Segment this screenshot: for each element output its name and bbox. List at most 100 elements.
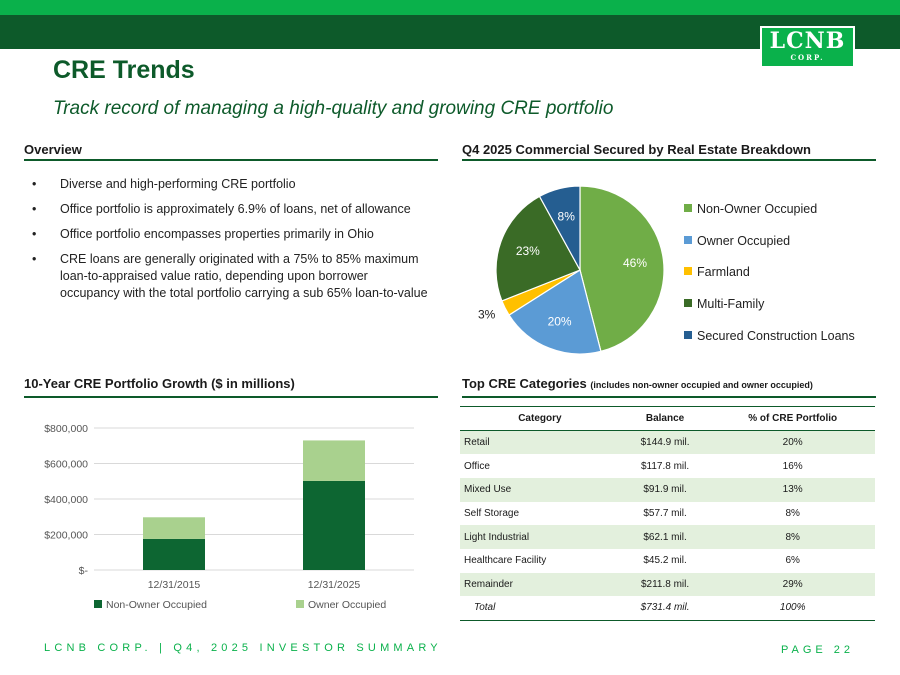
overview-bullet-list: • Diverse and high-performing CRE portfol… bbox=[30, 176, 430, 310]
legend-swatch bbox=[684, 267, 692, 275]
legend-label: Multi-Family bbox=[697, 297, 765, 311]
cell-balance: $91.9 mil. bbox=[619, 477, 711, 502]
overview-heading: Overview bbox=[24, 142, 82, 157]
cell-percent: 20% bbox=[710, 430, 875, 455]
cell-balance: $117.8 mil. bbox=[640, 460, 690, 472]
bullet-icon: • bbox=[32, 227, 37, 241]
page-subtitle: Track record of managing a high-quality … bbox=[53, 98, 614, 119]
pie-data-label: 20% bbox=[548, 315, 572, 329]
pie-legend-item: Owner Occupied bbox=[684, 234, 790, 248]
cell-balance: $62.1 mil. bbox=[619, 525, 711, 549]
table-total-row: Total $731.4 mil. 100% bbox=[460, 596, 875, 621]
legend-label: Secured Construction Loans bbox=[697, 329, 855, 343]
legend-label: Non-Owner Occupied bbox=[106, 599, 207, 611]
pie-data-label: 8% bbox=[558, 209, 576, 223]
cell-category: Self Storage bbox=[464, 507, 520, 519]
legend-swatch bbox=[684, 204, 692, 212]
footer-summary: LCNB CORP. | Q4, 2025 INVESTOR SUMMARY bbox=[44, 642, 442, 654]
cell-category: Office bbox=[464, 460, 490, 472]
pie-rule bbox=[462, 159, 876, 161]
table-row: Retail $144.9 mil. 20% bbox=[460, 430, 875, 455]
table-row: Office $117.8 mil. 16% bbox=[460, 454, 875, 478]
bar-heading: 10-Year CRE Portfolio Growth ($ in milli… bbox=[24, 376, 295, 391]
legend-swatch bbox=[684, 299, 692, 307]
legend-swatch bbox=[684, 236, 692, 244]
bullet-item: • Office portfolio encompasses properties… bbox=[30, 226, 430, 243]
column-header-balance: Balance bbox=[619, 406, 711, 431]
legend-label: Owner Occupied bbox=[697, 234, 791, 248]
y-tick-label: $800,000 bbox=[44, 423, 88, 435]
cre-categories-table: Category Balance % of CRE Portfolio Reta… bbox=[460, 406, 875, 621]
bar-segment bbox=[303, 480, 365, 570]
table-row: Self Storage $57.7 mil. 8% bbox=[460, 502, 875, 526]
cell-percent: 8% bbox=[785, 507, 800, 519]
pie-data-label: 46% bbox=[623, 256, 647, 270]
cell-category: Mixed Use bbox=[460, 477, 620, 502]
cell-percent: 13% bbox=[710, 477, 875, 502]
table-row: Light Industrial $62.1 mil. 8% bbox=[460, 525, 875, 549]
bar-segment bbox=[143, 538, 205, 570]
table-row: Mixed Use $91.9 mil. 13% bbox=[460, 477, 875, 502]
bullet-text: Diverse and high-performing CRE portfoli… bbox=[60, 177, 296, 191]
cell-percent: 8% bbox=[710, 525, 875, 549]
bar-chart: $- $200,000 $400,000 $600,000 $800,000 12/31/… bbox=[44, 423, 414, 611]
bar-rule bbox=[24, 396, 438, 398]
bullet-item: • Office portfolio is approximately 6.9% … bbox=[30, 201, 430, 218]
table-row: Remainder $211.8 mil. 29% bbox=[460, 572, 875, 597]
legend-swatch bbox=[684, 331, 692, 339]
pie-data-label: 23% bbox=[516, 244, 540, 258]
header-band bbox=[0, 15, 900, 49]
pie-heading: Q4 2025 Commercial Secured by Real Estat… bbox=[462, 142, 811, 157]
y-tick-label: $600,000 bbox=[44, 459, 88, 471]
cell-percent: 6% bbox=[785, 555, 800, 567]
pie-slice bbox=[579, 185, 665, 353]
cell-category: Remainder bbox=[460, 572, 620, 597]
bullet-item: • Diverse and high-performing CRE portfol… bbox=[30, 176, 430, 193]
bar-segment bbox=[143, 517, 205, 539]
bullet-text: Office portfolio is approximately 6.9% o… bbox=[60, 202, 411, 216]
bullet-icon: • bbox=[32, 202, 37, 216]
pie-slice bbox=[538, 185, 581, 271]
pie-legend-item: Non-Owner Occupied bbox=[684, 202, 817, 216]
pie-data-label: 3% bbox=[478, 307, 496, 321]
pie-legend-item: Multi-Family bbox=[684, 297, 764, 311]
table-row: Healthcare Facility $45.2 mil. 6% bbox=[460, 549, 875, 573]
cell-category: Retail bbox=[460, 430, 620, 455]
y-tick-label: $200,000 bbox=[44, 530, 88, 542]
cell-total-balance: $731.4 mil. bbox=[619, 596, 711, 621]
page-title: CRE Trends bbox=[53, 56, 195, 84]
table-heading-text: Top CRE Categories bbox=[462, 376, 587, 391]
column-header-category: Category bbox=[460, 406, 620, 431]
pie-chart: 46% 20% 3% 23% 8% bbox=[478, 185, 665, 355]
bullet-item: • CRE loans are generally originated with… bbox=[30, 251, 430, 302]
overview-rule bbox=[24, 159, 438, 161]
pie-slice bbox=[508, 269, 602, 355]
top-accent-band bbox=[0, 0, 900, 15]
bullet-icon: • bbox=[32, 177, 37, 191]
pie-slice bbox=[495, 195, 581, 302]
legend-swatch bbox=[296, 600, 304, 608]
legend-swatch bbox=[94, 600, 102, 608]
legend-label: Non-Owner Occupied bbox=[697, 202, 818, 216]
cell-category: Light Industrial bbox=[460, 525, 620, 549]
logo-text: LCNB bbox=[769, 28, 846, 54]
cell-category: Healthcare Facility bbox=[464, 555, 547, 567]
cell-balance: $144.9 mil. bbox=[619, 430, 711, 455]
bullet-text: CRE loans are generally originated with … bbox=[60, 252, 428, 300]
x-tick-label: 12/31/2025 bbox=[308, 579, 361, 591]
company-logo: LCNB CORP. bbox=[760, 26, 855, 68]
logo-subtext: CORP. bbox=[790, 53, 825, 62]
y-tick-label: $- bbox=[79, 565, 89, 577]
bullet-icon: • bbox=[32, 252, 37, 266]
cell-percent: 29% bbox=[710, 572, 875, 597]
x-tick-label: 12/31/2015 bbox=[148, 579, 201, 591]
cell-balance: $57.7 mil. bbox=[643, 507, 687, 519]
cell-balance: $211.8 mil. bbox=[619, 572, 711, 597]
cell-total-percent: 100% bbox=[710, 596, 875, 621]
table-rule bbox=[462, 396, 876, 398]
bullet-text: Office portfolio encompasses properties … bbox=[60, 227, 374, 241]
cell-percent: 16% bbox=[782, 460, 803, 472]
table-heading-note: (includes non-owner occupied and owner o… bbox=[590, 380, 813, 390]
table-header-row: Category Balance % of CRE Portfolio bbox=[460, 406, 875, 431]
y-tick-label: $400,000 bbox=[44, 494, 88, 506]
